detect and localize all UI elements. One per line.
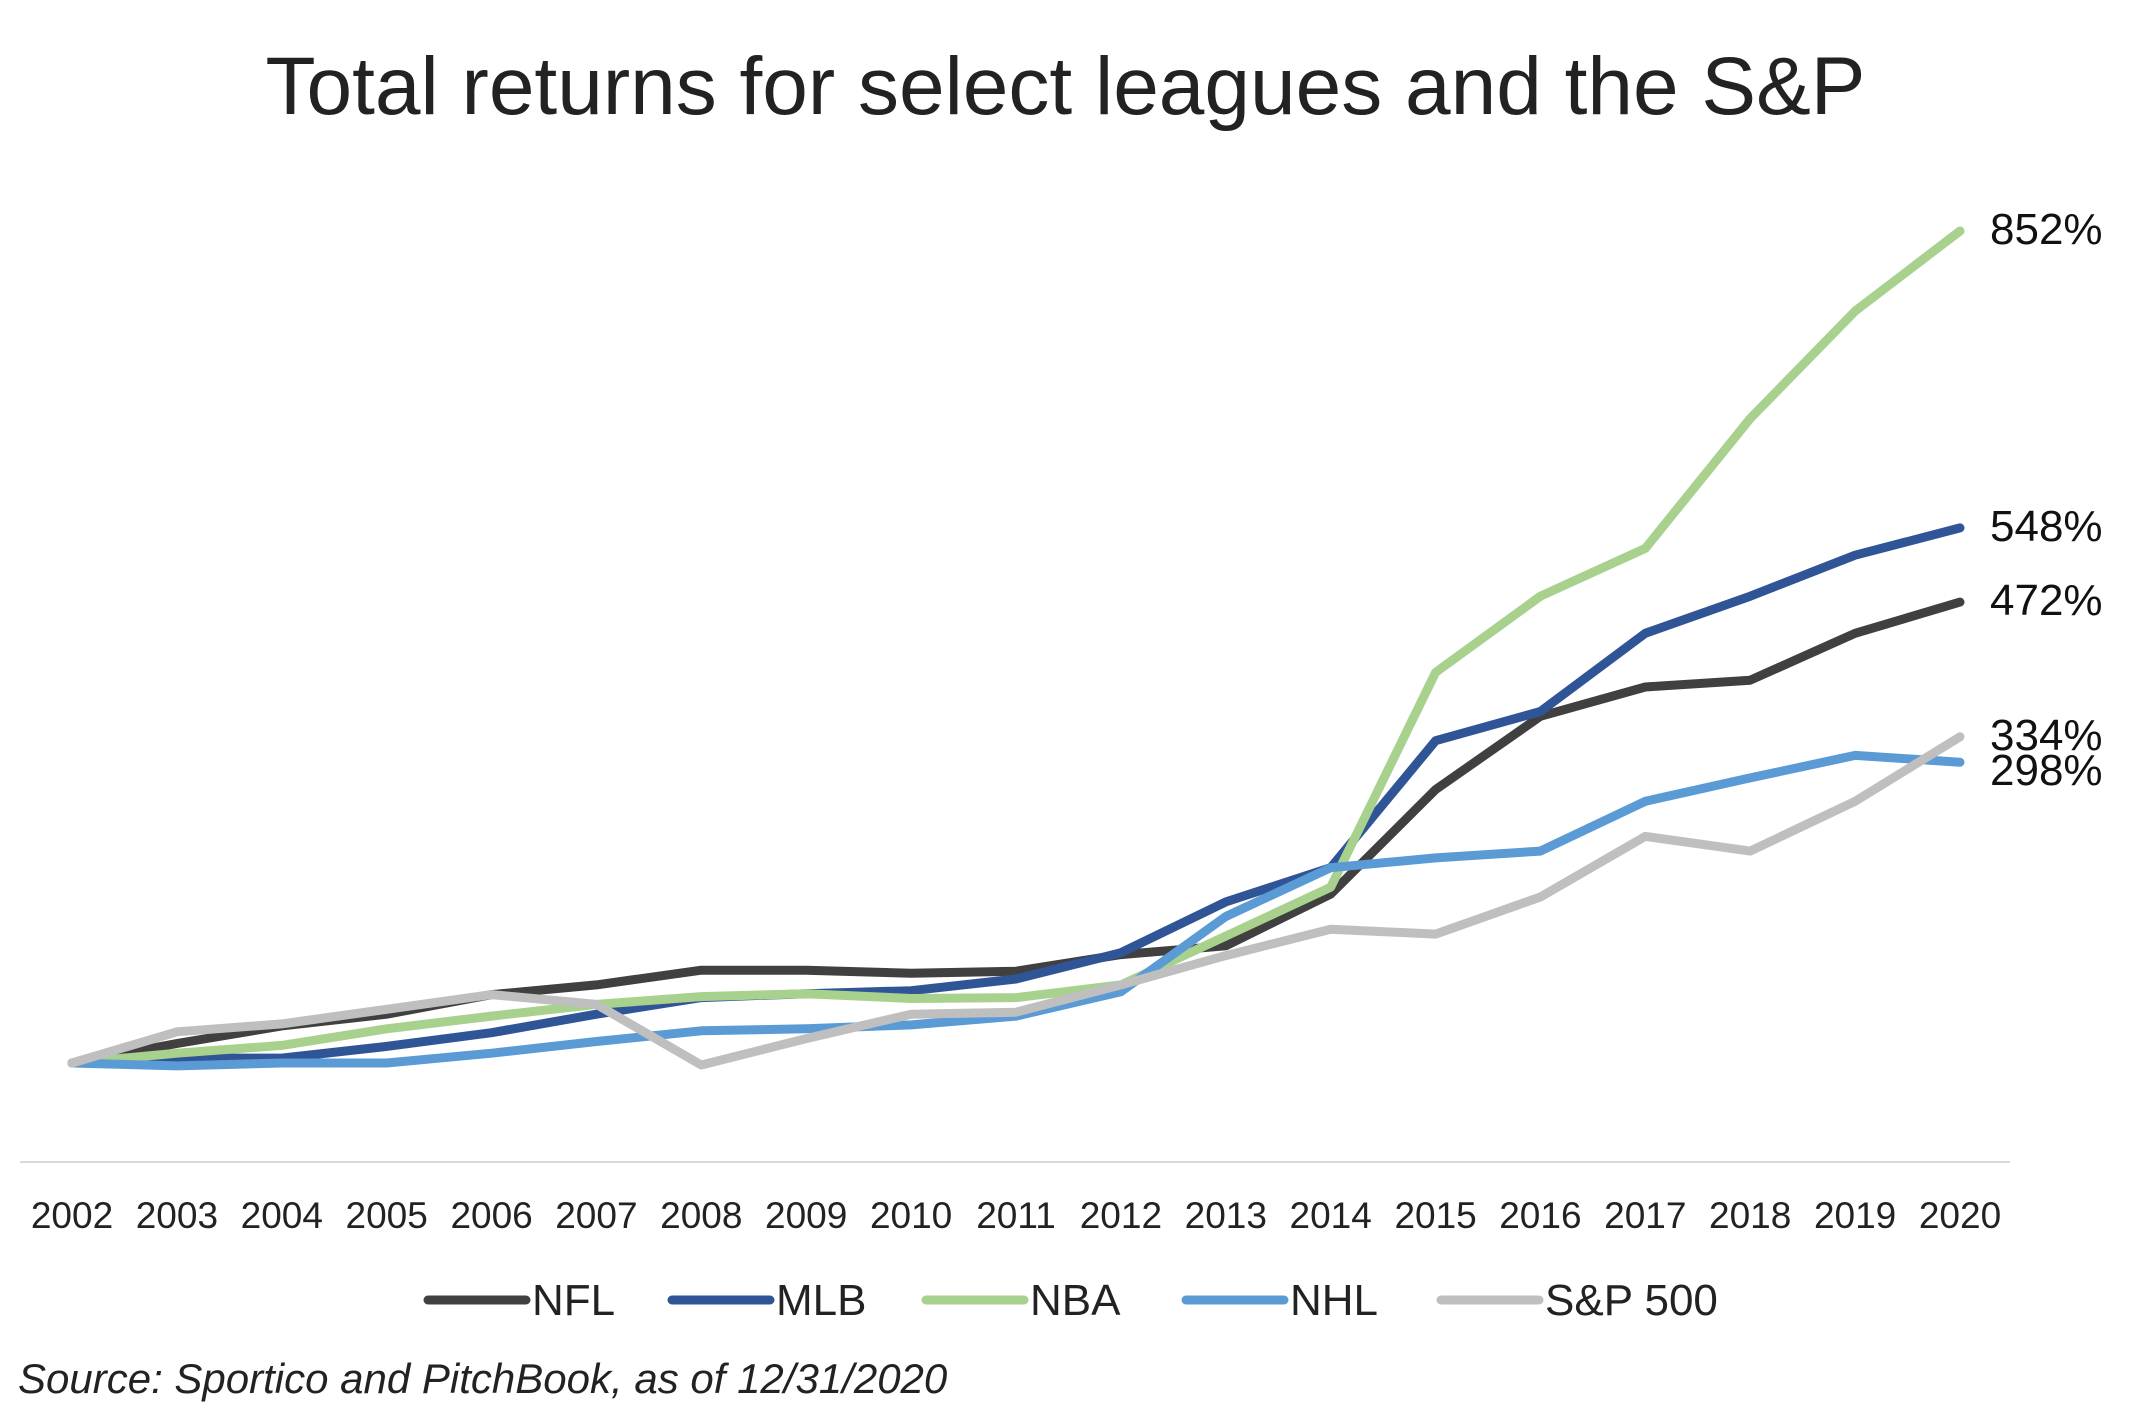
x-tick-label: 2009	[765, 1195, 847, 1236]
chart-title: Total returns for select leagues and the…	[265, 41, 1866, 132]
end-value-label: 472%	[1990, 576, 2103, 625]
x-tick-label: 2006	[450, 1195, 532, 1236]
end-value-labels: 852% 548% 472% 334%298%	[1990, 205, 2103, 795]
x-tick-label: 2010	[870, 1195, 952, 1236]
series-line-s-p-500	[67, 732, 1965, 1070]
x-tick-label: 2018	[1709, 1195, 1791, 1236]
end-value-label: 298%	[1990, 746, 2103, 795]
series-line-nfl	[67, 597, 1965, 1068]
series-line-nba	[67, 226, 1965, 1068]
x-tick-label: 2008	[660, 1195, 742, 1236]
series-line-mlb	[67, 523, 1965, 1068]
x-tick-label: 2012	[1080, 1195, 1162, 1236]
legend-label: MLB	[776, 1276, 866, 1325]
legend-label: NFL	[532, 1276, 615, 1325]
x-tick-label: 2007	[555, 1195, 637, 1236]
legend-label: NHL	[1290, 1276, 1378, 1325]
x-tick-label: 2005	[346, 1195, 428, 1236]
x-tick-label: 2004	[241, 1195, 323, 1236]
end-value-label: 334%	[1990, 711, 2103, 760]
x-tick-label: 2003	[136, 1195, 218, 1236]
end-value-label: 852%	[1990, 205, 2103, 254]
x-tick-label: 2014	[1290, 1195, 1372, 1236]
x-tick-label: 2019	[1814, 1195, 1896, 1236]
x-tick-label: 2020	[1919, 1195, 2001, 1236]
legend: NFL MLB NBA NHL S&P 500	[423, 1276, 1718, 1325]
x-tick-label: 2016	[1499, 1195, 1581, 1236]
legend-label: NBA	[1030, 1276, 1121, 1325]
x-tick-label: 2011	[976, 1195, 1056, 1236]
series-lines	[67, 226, 1965, 1071]
x-tick-label: 2002	[31, 1195, 113, 1236]
x-tick-label: 2013	[1185, 1195, 1267, 1236]
source-note: Source: Sportico and PitchBook, as of 12…	[18, 1355, 948, 1402]
x-tick-label: 2015	[1394, 1195, 1476, 1236]
x-tick-label: 2017	[1604, 1195, 1686, 1236]
legend-label: S&P 500	[1545, 1276, 1718, 1325]
end-value-label: 548%	[1990, 502, 2103, 551]
x-axis-tick-labels: 2002 2003 2004 2005 2006 2007 2008 2009 2010 2011…	[31, 1195, 2001, 1236]
